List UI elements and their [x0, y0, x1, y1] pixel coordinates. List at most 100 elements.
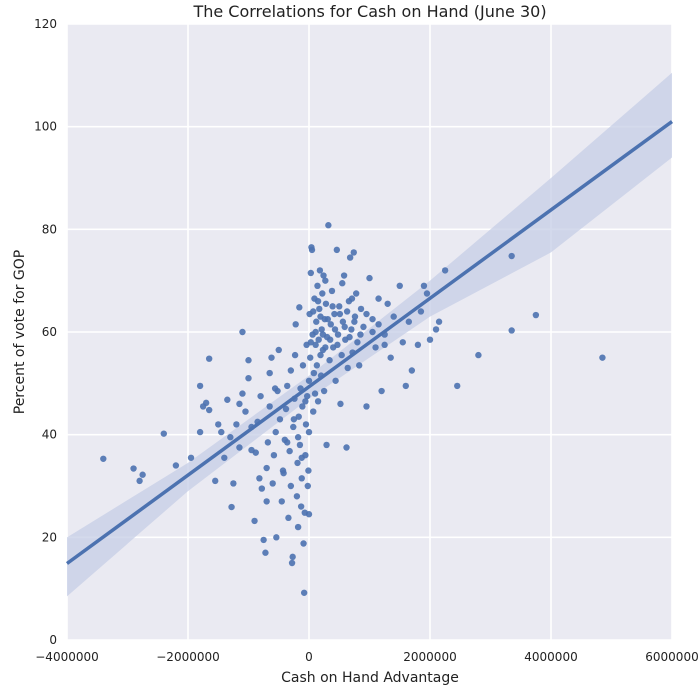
- data-point: [236, 444, 243, 451]
- data-point: [136, 477, 143, 485]
- y-axis-label: Percent of vote for GOP: [12, 250, 28, 415]
- data-point: [310, 308, 317, 315]
- data-point: [346, 333, 353, 341]
- data-point: [329, 303, 336, 310]
- data-point: [285, 514, 292, 522]
- data-point: [260, 536, 267, 544]
- data-point: [196, 428, 204, 436]
- data-point: [262, 549, 269, 556]
- data-point: [328, 287, 336, 295]
- data-point: [245, 375, 252, 382]
- data-point: [357, 305, 365, 313]
- data-point: [280, 469, 287, 477]
- data-point: [315, 336, 322, 343]
- data-point: [293, 493, 301, 500]
- data-point: [205, 355, 213, 362]
- data-point: [294, 523, 302, 531]
- data-point: [339, 280, 346, 287]
- data-point: [331, 310, 338, 318]
- data-point: [432, 326, 440, 333]
- data-point: [384, 300, 391, 307]
- data-point: [139, 471, 146, 478]
- data-point: [369, 315, 376, 323]
- data-point: [351, 318, 358, 325]
- data-point: [245, 357, 252, 364]
- data-point: [298, 475, 305, 482]
- data-point: [300, 540, 307, 547]
- data-point: [332, 377, 339, 384]
- data-point: [508, 252, 515, 260]
- data-point: [310, 369, 318, 377]
- data-point: [372, 344, 379, 351]
- data-point: [350, 249, 357, 256]
- data-point: [273, 534, 280, 541]
- data-point: [324, 315, 331, 323]
- x-axis-ticks: −4000000 −2000000 0 2000000 4000000 6000000: [35, 650, 698, 664]
- data-point: [212, 477, 219, 485]
- data-point: [266, 403, 273, 410]
- data-point: [338, 351, 345, 359]
- data-point: [322, 300, 330, 307]
- data-point: [356, 362, 363, 369]
- data-point: [343, 308, 351, 315]
- data-point: [297, 503, 305, 510]
- data-point: [327, 321, 334, 328]
- y-tick-label: 100: [34, 120, 57, 134]
- data-point: [340, 272, 348, 279]
- data-point: [336, 303, 343, 310]
- data-point: [312, 341, 319, 349]
- y-tick-label: 20: [42, 530, 57, 544]
- data-point: [402, 382, 409, 390]
- data-point: [160, 430, 167, 437]
- data-point: [417, 308, 425, 315]
- data-point: [284, 382, 291, 390]
- data-point: [257, 392, 264, 400]
- data-point: [310, 408, 317, 415]
- data-point: [508, 327, 515, 334]
- data-point: [294, 459, 301, 467]
- data-point: [270, 452, 278, 459]
- data-point: [319, 290, 326, 297]
- data-point: [363, 310, 370, 318]
- data-point: [221, 454, 228, 461]
- data-point: [441, 267, 449, 274]
- data-point: [423, 290, 431, 297]
- data-point: [326, 336, 334, 343]
- data-point: [272, 428, 279, 436]
- data-point: [331, 326, 339, 333]
- x-tick-label: 2000000: [403, 650, 456, 664]
- data-point: [230, 480, 237, 487]
- y-tick-label: 120: [34, 17, 57, 31]
- data-point: [336, 310, 344, 318]
- data-point: [295, 413, 302, 420]
- data-point: [313, 362, 321, 369]
- data-point: [100, 455, 107, 462]
- data-point: [323, 441, 330, 449]
- data-point: [196, 382, 204, 390]
- data-point: [305, 377, 313, 384]
- data-point: [322, 344, 329, 351]
- data-point: [339, 318, 347, 325]
- data-point: [420, 282, 428, 289]
- data-point: [396, 282, 403, 289]
- data-point: [334, 341, 341, 349]
- data-point: [251, 517, 258, 525]
- data-point: [287, 482, 295, 490]
- data-point: [352, 290, 360, 297]
- data-point: [275, 346, 282, 354]
- data-point: [300, 589, 308, 596]
- data-point: [307, 339, 315, 346]
- data-point: [264, 439, 272, 446]
- data-point: [307, 269, 315, 277]
- data-point: [314, 282, 321, 289]
- x-tick-label: 4000000: [524, 650, 577, 664]
- data-point: [172, 462, 180, 469]
- data-point: [320, 387, 328, 395]
- data-point: [333, 246, 341, 254]
- data-point: [302, 421, 310, 428]
- data-point: [360, 323, 367, 331]
- data-point: [228, 503, 235, 511]
- data-point: [282, 405, 290, 413]
- data-point: [322, 277, 329, 284]
- data-point: [307, 354, 314, 361]
